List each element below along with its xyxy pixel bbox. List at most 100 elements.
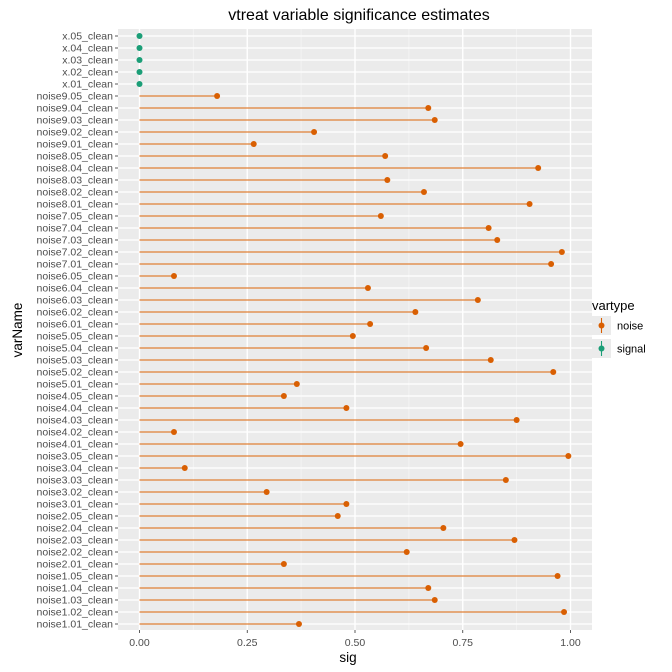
y-tick-label: noise1.01_clean [37, 619, 114, 631]
y-tick-label: noise5.02_clean [37, 367, 114, 379]
x-tick-labels: 0.00 0.25 0.50 0.75 1.00 [129, 630, 581, 649]
data-point [425, 105, 432, 111]
data-point [487, 357, 494, 363]
y-axis-title: varName [10, 303, 25, 358]
data-point [170, 273, 177, 279]
y-tick-label: x.01_clean [62, 79, 113, 91]
data-point [554, 573, 561, 579]
x-tick-label: 0.00 [129, 637, 150, 649]
data-point [535, 165, 542, 171]
data-point [214, 93, 221, 99]
data-point [382, 153, 389, 159]
data-point [565, 453, 572, 459]
data-point [136, 69, 143, 75]
y-tick-label: x.03_clean [62, 55, 113, 67]
y-tick-label: noise6.03_clean [37, 295, 114, 307]
data-point [136, 33, 143, 39]
y-tick-label: noise6.04_clean [37, 283, 114, 295]
y-tick-label: noise4.03_clean [37, 415, 114, 427]
data-point [367, 321, 374, 327]
y-tick-label: x.04_clean [62, 43, 113, 55]
y-tick-label: noise7.02_clean [37, 247, 114, 259]
data-point [136, 45, 143, 51]
y-tick-label: noise6.02_clean [37, 307, 114, 319]
data-point [440, 525, 447, 531]
y-tick-label: noise3.04_clean [37, 463, 114, 475]
data-point [558, 249, 565, 255]
y-tick-label: noise5.03_clean [37, 355, 114, 367]
data-point [334, 513, 341, 519]
data-point [263, 489, 270, 495]
y-tick-label: noise4.05_clean [37, 391, 114, 403]
y-tick-label: noise4.04_clean [37, 403, 114, 415]
data-point [343, 405, 350, 411]
legend-entries: noise signal [592, 316, 646, 358]
data-point [311, 129, 318, 135]
y-tick-label: noise5.04_clean [37, 343, 114, 355]
y-tick-label: noise3.05_clean [37, 451, 114, 463]
y-tick-label: noise8.02_clean [37, 187, 114, 199]
data-point [170, 429, 177, 435]
y-tick-label: noise3.01_clean [37, 499, 114, 511]
data-point [474, 297, 481, 303]
data-point [420, 189, 427, 195]
y-tick-label: noise9.05_clean [37, 91, 114, 103]
data-point [494, 237, 501, 243]
data-point [423, 345, 430, 351]
data-point [295, 621, 302, 627]
y-tick-label: noise5.05_clean [37, 331, 114, 343]
y-tick-label: noise4.02_clean [37, 427, 114, 439]
legend-label: noise [617, 321, 643, 333]
x-tick-label: 1.00 [560, 637, 581, 649]
legend-key-point [598, 345, 605, 352]
y-tick-label: x.02_clean [62, 67, 113, 79]
data-point [343, 501, 350, 507]
data-point [280, 393, 287, 399]
y-tick-label: noise3.03_clean [37, 475, 114, 487]
y-tick-label: noise1.04_clean [37, 583, 114, 595]
y-tick-label: noise6.05_clean [37, 271, 114, 283]
x-axis-title: sig [339, 650, 356, 665]
x-tick-label: 0.50 [345, 637, 366, 649]
data-point [431, 117, 438, 123]
data-point [403, 549, 410, 555]
data-point [511, 537, 518, 543]
y-tick-label: noise8.05_clean [37, 151, 114, 163]
data-point [364, 285, 371, 291]
y-tick-label: noise9.01_clean [37, 139, 114, 151]
data-point [136, 81, 143, 87]
y-tick-label: noise2.04_clean [37, 523, 114, 535]
data-point [280, 561, 287, 567]
y-tick-label: noise9.03_clean [37, 115, 114, 127]
y-tick-label: noise5.01_clean [37, 379, 114, 391]
y-tick-label: noise2.05_clean [37, 511, 114, 523]
stem-lines [139, 95, 569, 625]
y-tick-label: noise7.03_clean [37, 235, 114, 247]
data-point [502, 477, 509, 483]
y-tick-label: noise3.02_clean [37, 487, 114, 499]
data-point [412, 309, 419, 315]
y-tick-label: noise2.01_clean [37, 559, 114, 571]
data-point [561, 609, 568, 615]
y-tick-label: noise8.03_clean [37, 175, 114, 187]
data-point [293, 381, 300, 387]
data-point [431, 597, 438, 603]
data-point [513, 417, 520, 423]
y-tick-label: noise7.05_clean [37, 211, 114, 223]
y-tick-label: noise9.02_clean [37, 127, 114, 139]
y-tick-labels: x.05_cleanx.04_cleanx.03_cleanx.02_clean… [37, 31, 118, 631]
legend-title: vartype [592, 298, 635, 313]
y-tick-label: noise2.03_clean [37, 535, 114, 547]
y-tick-label: noise2.02_clean [37, 547, 114, 559]
data-point [550, 369, 557, 375]
data-point [384, 177, 391, 183]
y-tick-label: noise8.04_clean [37, 163, 114, 175]
y-tick-label: noise1.05_clean [37, 571, 114, 583]
data-point [485, 225, 492, 231]
data-point [181, 465, 188, 471]
x-tick-label: 0.75 [453, 637, 474, 649]
y-tick-label: noise7.01_clean [37, 259, 114, 271]
data-point [548, 261, 555, 267]
y-tick-label: noise4.01_clean [37, 439, 114, 451]
y-tick-label: noise1.02_clean [37, 607, 114, 619]
